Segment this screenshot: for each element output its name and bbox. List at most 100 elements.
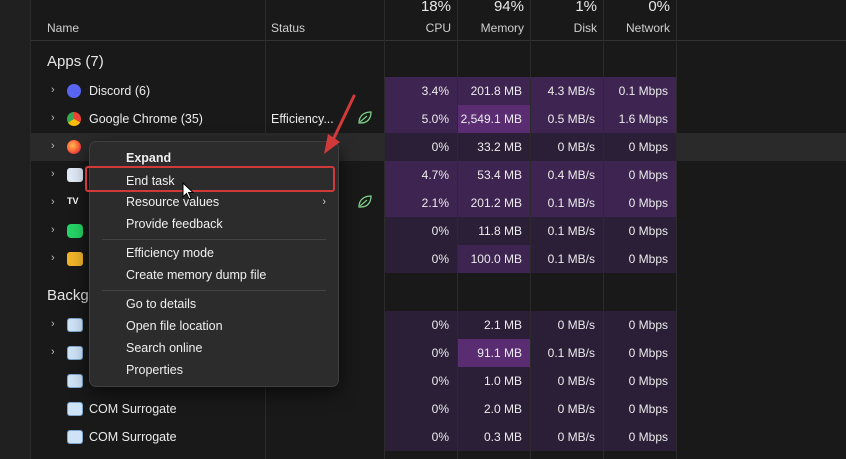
- expand-chevron-icon[interactable]: ›: [51, 196, 55, 208]
- end-task-highlight-box: [85, 166, 335, 192]
- process-network-value: 0 Mbps: [604, 367, 676, 395]
- process-disk-value: 0.1 MB/s: [531, 245, 603, 273]
- expand-chevron-icon[interactable]: ›: [51, 346, 55, 358]
- expand-chevron-icon[interactable]: ›: [51, 168, 55, 180]
- menu-separator: [102, 290, 326, 291]
- window-app-icon: [67, 402, 83, 416]
- process-name: Google Chrome (35): [89, 112, 203, 126]
- table-row[interactable]: › TV 2.1% 201.2 MB 0.1 MB/s 0 Mbps: [31, 189, 846, 217]
- menu-item-expand[interactable]: Expand: [126, 151, 172, 165]
- column-name[interactable]: Name: [47, 0, 267, 40]
- process-cpu-value: 3.4%: [385, 77, 457, 105]
- column-cpu-label: CPU: [425, 21, 451, 35]
- expand-chevron-icon[interactable]: ›: [51, 112, 55, 124]
- table-row[interactable]: › 0% 2.1 MB 0 MB/s 0 Mbps: [31, 311, 846, 339]
- column-divider: [676, 0, 677, 459]
- table-row[interactable]: › Google Chrome (35) Efficiency... 5.0% 2,54…: [31, 105, 846, 133]
- window-app-icon: [67, 430, 83, 444]
- menu-item-efficiency-mode[interactable]: Efficiency mode: [126, 246, 215, 260]
- process-memory-value: 11.8 MB: [458, 217, 530, 245]
- table-row[interactable]: COM Surrogate 0% 0.3 MB 0 MB/s 0 Mbps: [31, 423, 846, 451]
- table-row[interactable]: › Discord (6) 3.4% 201.8 MB 4.3 MB/s 0.1 Mbps: [31, 77, 846, 105]
- menu-item-provide-feedback[interactable]: Provide feedback: [126, 217, 223, 231]
- process-network-value: 0 Mbps: [604, 311, 676, 339]
- process-cpu-value: 2.1%: [385, 189, 457, 217]
- expand-chevron-icon[interactable]: ›: [51, 252, 55, 264]
- tradingview-icon: TV: [67, 196, 79, 206]
- folder-icon: [67, 252, 83, 266]
- process-network-value: 0.1 Mbps: [604, 77, 676, 105]
- discord-icon: [67, 84, 81, 98]
- column-network-label: Network: [625, 21, 670, 35]
- table-row[interactable]: › 0% 11.8 MB 0.1 MB/s 0 Mbps: [31, 217, 846, 245]
- column-disk[interactable]: 1% Disk: [531, 0, 603, 40]
- column-network[interactable]: 0% Network: [604, 0, 676, 40]
- process-network-value: 0 Mbps: [604, 339, 676, 367]
- expand-chevron-icon[interactable]: ›: [51, 318, 55, 330]
- process-disk-value: 0.1 MB/s: [531, 189, 603, 217]
- whatsapp-icon: [67, 224, 83, 238]
- monitor-graph-icon: [67, 168, 83, 182]
- column-disk-label: Disk: [573, 21, 597, 35]
- process-cpu-value: 0%: [385, 245, 457, 273]
- process-disk-value: 0 MB/s: [531, 423, 603, 451]
- process-name: COM Surrogate: [89, 402, 177, 416]
- process-cpu-value: 0%: [385, 311, 457, 339]
- process-cpu-value: 0%: [385, 423, 457, 451]
- firefox-icon: [67, 140, 81, 154]
- process-name: Discord (6): [89, 84, 151, 98]
- nav-sidebar[interactable]: [0, 0, 31, 459]
- section-background-title: Backg: [47, 287, 89, 304]
- menu-item-open-file-location[interactable]: Open file location: [126, 319, 223, 333]
- expand-chevron-icon[interactable]: ›: [51, 224, 55, 236]
- process-disk-value: 0.5 MB/s: [531, 105, 603, 133]
- process-disk-value: 0 MB/s: [531, 395, 603, 423]
- process-network-value: 0 Mbps: [604, 245, 676, 273]
- process-disk-value: 0.1 MB/s: [531, 339, 603, 367]
- menu-item-end-task[interactable]: End task: [126, 174, 175, 188]
- menu-item-search-online[interactable]: Search online: [126, 341, 203, 355]
- window-app-icon: [67, 346, 83, 360]
- table-row[interactable]: › 0% 91.1 MB 0.1 MB/s 0 Mbps: [31, 339, 846, 367]
- process-memory-value: 2,549.1 MB: [458, 105, 530, 133]
- menu-item-create-dump[interactable]: Create memory dump file: [126, 268, 267, 282]
- efficiency-leaf-icon: [357, 111, 373, 125]
- menu-separator: [102, 239, 326, 240]
- process-memory-value: 201.8 MB: [458, 77, 530, 105]
- table-row[interactable]: COM Surrogate 0% 2.0 MB 0 MB/s 0 Mbps: [31, 395, 846, 423]
- disk-total: 1%: [575, 0, 597, 15]
- process-cpu-value: 5.0%: [385, 105, 457, 133]
- process-disk-value: 0.1 MB/s: [531, 217, 603, 245]
- expand-chevron-icon[interactable]: ›: [51, 84, 55, 96]
- column-memory[interactable]: 94% Memory: [458, 0, 530, 40]
- process-disk-value: 0 MB/s: [531, 367, 603, 395]
- table-row[interactable]: › 4.7% 53.4 MB 0.4 MB/s 0 Mbps: [31, 161, 846, 189]
- menu-item-go-to-details[interactable]: Go to details: [126, 297, 197, 311]
- menu-item-properties[interactable]: Properties: [126, 363, 183, 377]
- process-memory-value: 2.0 MB: [458, 395, 530, 423]
- menu-item-resource-values[interactable]: Resource values: [126, 195, 220, 209]
- memory-total: 94%: [493, 0, 524, 15]
- column-cpu[interactable]: 18% CPU: [385, 0, 457, 40]
- column-divider: [603, 0, 604, 459]
- table-row[interactable]: › 0% 100.0 MB 0.1 MB/s 0 Mbps: [31, 245, 846, 273]
- table-row[interactable]: 0% 1.0 MB 0 MB/s 0 Mbps: [31, 367, 846, 395]
- sort-chevron-icon[interactable]: ⌃: [139, 0, 150, 8]
- process-network-value: 0 Mbps: [604, 395, 676, 423]
- chrome-icon: [67, 112, 81, 126]
- expand-chevron-icon[interactable]: ›: [51, 140, 55, 152]
- process-disk-value: 4.3 MB/s: [531, 77, 603, 105]
- process-network-value: 0 Mbps: [604, 133, 676, 161]
- process-memory-value: 91.1 MB: [458, 339, 530, 367]
- process-memory-value: 53.4 MB: [458, 161, 530, 189]
- process-memory-value: 100.0 MB: [458, 245, 530, 273]
- process-cpu-value: 0%: [385, 395, 457, 423]
- process-cpu-value: 0%: [385, 339, 457, 367]
- column-status[interactable]: Status: [271, 0, 381, 40]
- process-memory-value: 2.1 MB: [458, 311, 530, 339]
- cpu-total: 18%: [420, 0, 451, 15]
- column-header: ⌃ Name Status 18% CPU 94% Memory 1% Disk…: [31, 0, 846, 41]
- column-divider: [384, 0, 385, 459]
- mouse-cursor-icon: [182, 182, 194, 200]
- process-cpu-value: 4.7%: [385, 161, 457, 189]
